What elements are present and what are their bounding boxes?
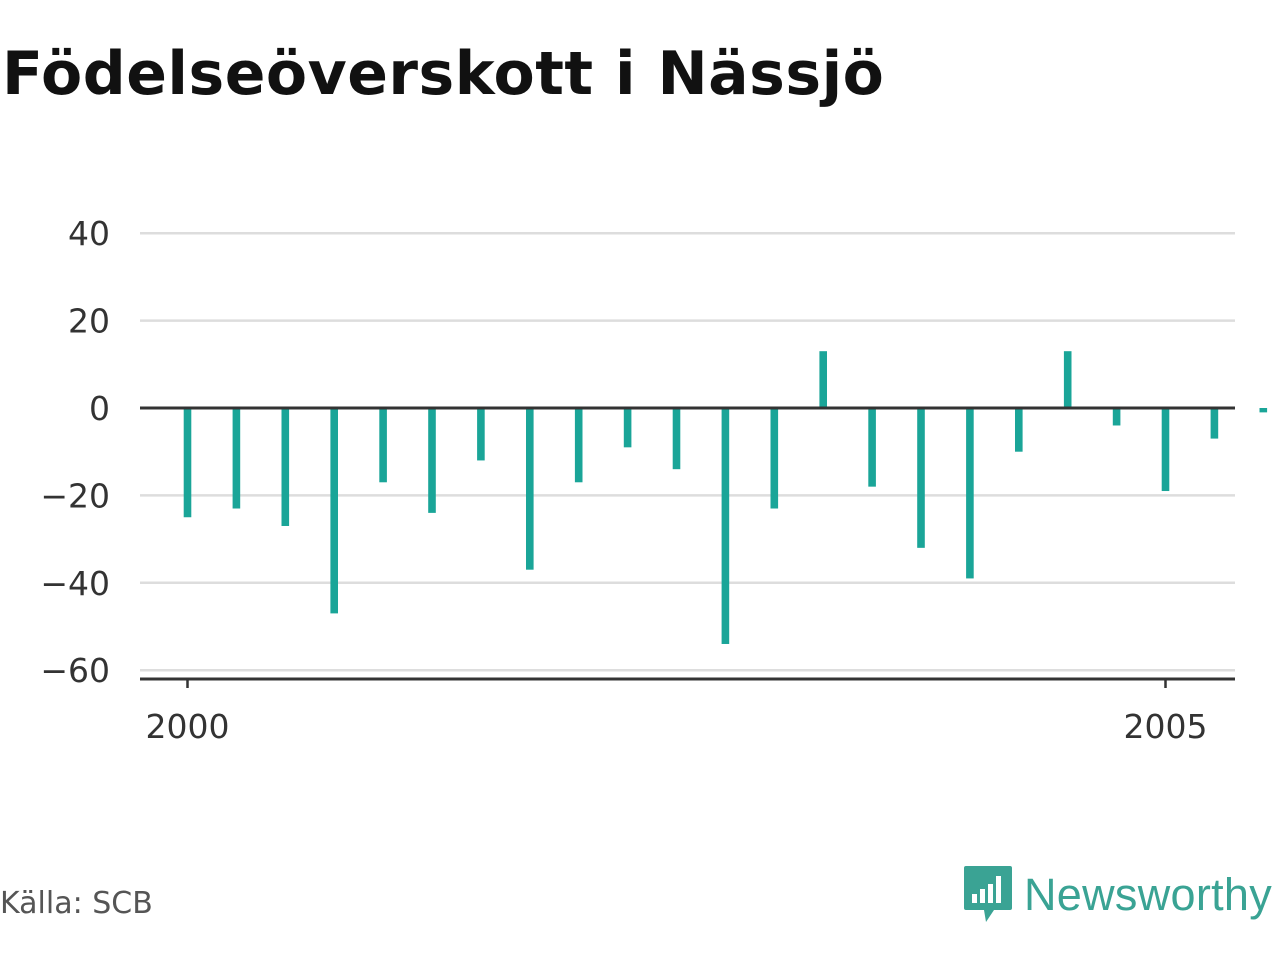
bar — [1161, 408, 1170, 492]
bar — [917, 408, 925, 548]
bar — [966, 408, 974, 579]
y-tick-label: 40 — [68, 214, 110, 253]
bar — [721, 408, 730, 644]
logo-text: Newsworthy — [1024, 869, 1273, 920]
y-tick-label: −60 — [40, 651, 110, 690]
newsworthy-logo: Newsworthy — [962, 864, 1272, 926]
bar — [526, 408, 534, 570]
axes — [140, 406, 1235, 688]
bar — [1015, 408, 1023, 452]
x-tick-label: 2005 — [1124, 707, 1208, 746]
chart-title: Födelseöverskott i Nässjö — [2, 39, 885, 109]
newsworthy-bar-chart-icon — [964, 866, 1012, 922]
bar — [819, 351, 827, 408]
bar — [281, 408, 290, 526]
bar — [623, 408, 632, 448]
bar — [183, 408, 192, 518]
y-tick-label: 20 — [68, 302, 110, 341]
bar — [672, 408, 681, 470]
bar — [232, 408, 241, 509]
source-note: Källa: SCB — [0, 886, 153, 921]
x-tick-label: 2000 — [146, 707, 230, 746]
bar — [574, 408, 583, 483]
y-tick-label: −20 — [40, 476, 110, 515]
bar — [770, 408, 779, 509]
bar — [379, 408, 387, 483]
bar — [330, 408, 338, 614]
bar — [428, 408, 436, 513]
bar — [477, 408, 485, 461]
y-tick-labels: 40 20 0 −20 −40 −60 — [40, 214, 110, 690]
bar — [1063, 351, 1072, 408]
gridlines — [140, 231, 1235, 672]
bars — [183, 351, 1268, 644]
y-tick-label: 0 — [89, 389, 110, 428]
bar — [1259, 408, 1268, 413]
bar — [1210, 408, 1219, 439]
bar — [868, 408, 876, 487]
x-tick-labels: 200020052010201520202025 — [146, 707, 1208, 746]
bar — [1112, 408, 1121, 426]
y-tick-label: −40 — [40, 564, 110, 603]
